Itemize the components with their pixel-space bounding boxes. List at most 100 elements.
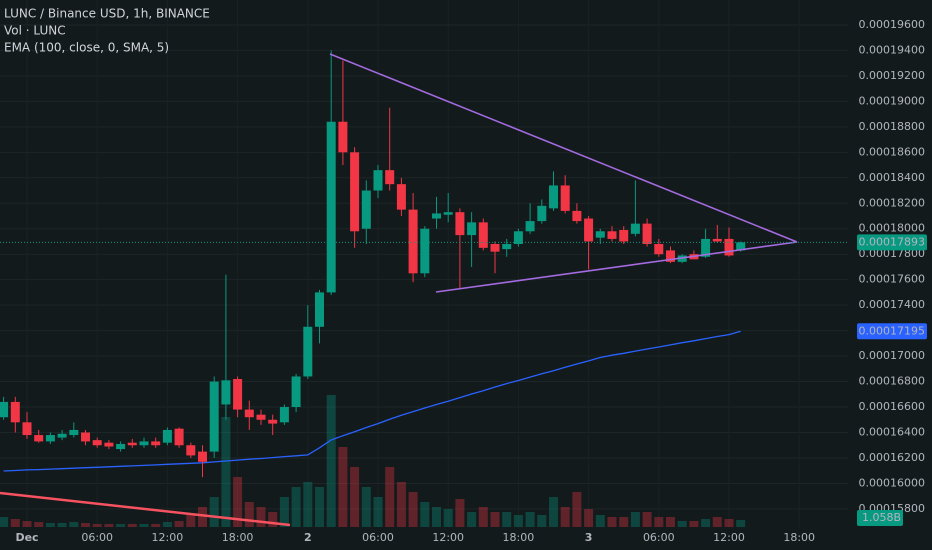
candle-body [630, 223, 640, 234]
candle-body [373, 170, 383, 191]
candle-body [455, 212, 465, 236]
candle-body [350, 152, 360, 232]
candle-body [654, 244, 664, 255]
volume-bar [279, 497, 289, 527]
x-tick-label: 12:00 [432, 531, 464, 544]
volume-bar [736, 519, 746, 527]
volume-bar [666, 517, 675, 527]
candle-body [45, 435, 55, 442]
candle-body [244, 409, 254, 418]
candle-body [209, 381, 219, 452]
candle-body [396, 184, 406, 210]
volume-bar [81, 523, 90, 527]
candle-body [338, 121, 348, 153]
y-tick-label: 0.00016200 [859, 451, 925, 464]
volume-bar [572, 492, 582, 527]
ema-value-label: 0.00017195 [859, 324, 925, 337]
volume-bar [268, 512, 278, 527]
candle-body [104, 442, 114, 447]
volume-bar [186, 515, 196, 527]
candle-body [385, 170, 395, 185]
x-tick-label: 12:00 [152, 531, 184, 544]
candle-body [560, 185, 570, 211]
last-price-label: 0.00017893 [859, 235, 925, 248]
volume-bar [303, 482, 313, 527]
volume-bar [57, 523, 67, 527]
volume-bar [490, 512, 500, 527]
volume-bar [256, 507, 266, 527]
volume-bar [34, 522, 44, 527]
candle-body [303, 326, 313, 377]
candle-body [34, 435, 44, 442]
candle-body [139, 441, 149, 446]
candle-body [186, 445, 196, 456]
y-tick-label: 0.00018200 [859, 196, 925, 209]
candle-body [502, 244, 512, 250]
volume-bar [116, 524, 126, 527]
volume-bar [654, 517, 664, 527]
volume-bar [291, 487, 301, 527]
volume-bar [595, 515, 605, 527]
volume-bar [361, 487, 371, 527]
volume-bar [537, 515, 547, 527]
candle-body [584, 218, 594, 242]
y-tick-label: 0.00017600 [859, 273, 925, 286]
volume-bar [104, 524, 114, 527]
x-tick-label: 06:00 [81, 531, 113, 544]
candle-body [198, 451, 207, 462]
candle-body [619, 230, 629, 242]
ema-legend: EMA (100, close, 0, SMA, 5) [4, 41, 169, 55]
volume-bar [350, 467, 360, 527]
candle-body [467, 222, 477, 236]
y-tick-label: 0.00019200 [859, 69, 925, 82]
x-tick-label: 12:00 [713, 531, 745, 544]
y-tick-label: 0.00016400 [859, 426, 925, 439]
candle-body [174, 428, 184, 446]
volume-bar [642, 512, 652, 527]
ema-layer [3, 330, 741, 472]
candle-body [81, 432, 90, 442]
volume-bar [420, 502, 430, 527]
volume-bar [221, 417, 231, 527]
volume-bar [198, 507, 207, 527]
y-tick-label: 0.00017800 [859, 247, 925, 260]
volume-bar [455, 499, 465, 527]
volume-bar [174, 521, 184, 527]
volume-bar [619, 517, 629, 527]
candle-body [701, 238, 711, 257]
candle-body [221, 380, 231, 405]
candle-body [572, 210, 582, 222]
last-price-badge [857, 234, 927, 251]
axis-layer: 0.000158000.000160000.000162000.00016400… [0, 18, 927, 544]
volume-bar [584, 509, 594, 527]
candle-body [513, 231, 523, 245]
y-tick-label: 0.00016800 [859, 375, 925, 388]
candle-body [607, 231, 617, 239]
y-tick-label: 0.00016600 [859, 400, 925, 413]
x-tick-label: Dec [15, 531, 38, 544]
volume-bar [233, 477, 243, 527]
trendline-upper [329, 53, 798, 243]
volume-bar [549, 497, 558, 527]
volume-bar [22, 521, 32, 527]
volume-bar [315, 487, 324, 527]
y-tick-label: 0.00018800 [859, 120, 925, 133]
volume-bar [10, 519, 20, 527]
y-tick-label: 0.00017000 [859, 349, 925, 362]
volume-bar [443, 509, 453, 527]
y-tick-label: 0.00019000 [859, 94, 925, 107]
trendline-lower [435, 241, 798, 293]
candle-body [162, 429, 172, 443]
volume-bar [139, 524, 149, 527]
volume-bar [92, 524, 102, 527]
volume-bar [162, 522, 172, 527]
volume-bar [724, 519, 734, 527]
candle-body [724, 238, 734, 256]
candle-layer [0, 50, 746, 478]
volume-bar [607, 517, 617, 527]
volume-bar [69, 522, 79, 527]
candle-body [666, 250, 675, 262]
volume-bar [0, 517, 9, 527]
